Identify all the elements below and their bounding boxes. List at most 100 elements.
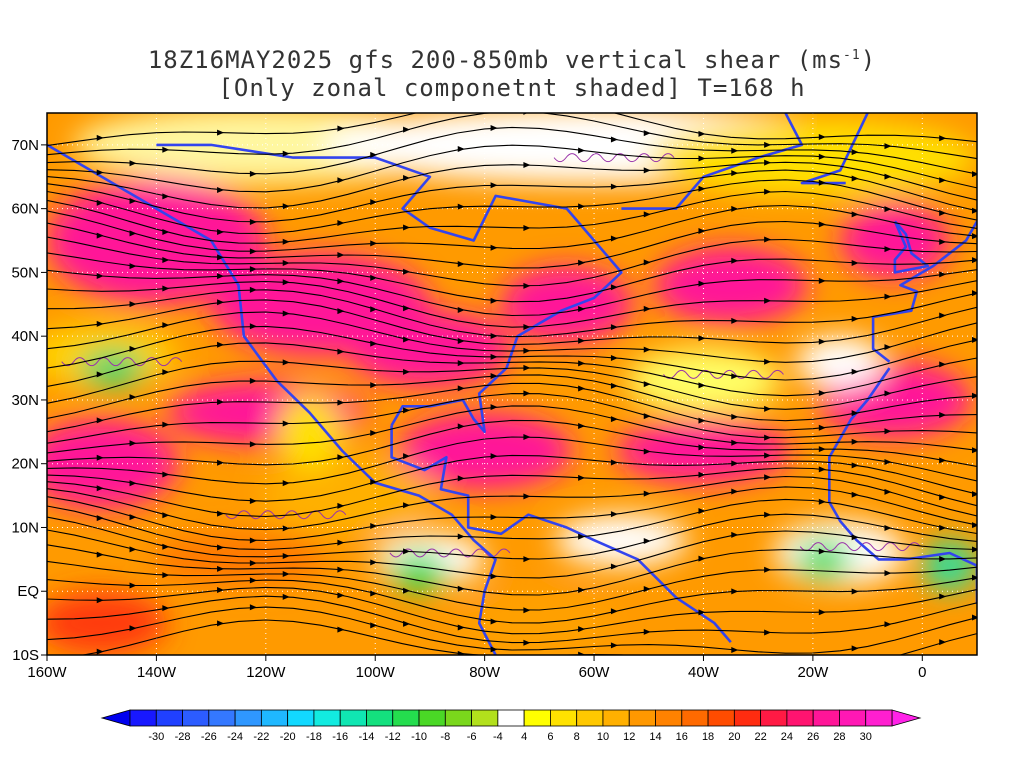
streamline-arrow: [764, 405, 772, 412]
colorbar-swatch: [339, 709, 367, 727]
streamline-arrow: [523, 282, 531, 289]
streamline-arrow: [403, 126, 411, 133]
streamline-arrow: [337, 278, 345, 285]
colorbar-swatch: [260, 709, 289, 727]
streamline-arrow: [337, 251, 345, 258]
colorbar-label: -24: [227, 731, 243, 743]
streamline: [47, 475, 977, 531]
streamline-arrow: [162, 421, 170, 428]
streamline-arrow: [282, 150, 290, 157]
y-tick-label: 10S: [12, 647, 39, 664]
streamline-arrow: [523, 162, 531, 169]
colorbar-label: -26: [201, 731, 217, 743]
streamline-arrow: [851, 315, 859, 322]
streamline-arrow: [96, 485, 104, 492]
streamline: [47, 190, 977, 244]
streamline-arrow: [1005, 540, 1012, 546]
streamline-arrow: [457, 475, 465, 482]
streamline-arrow: [129, 263, 137, 270]
streamline-arrow: [523, 390, 531, 397]
streamline-arrow: [764, 629, 772, 636]
streamline-arrow: [1005, 371, 1012, 377]
streamline-arrow: [162, 256, 170, 263]
streamline-arrow: [764, 511, 772, 518]
streamline-arrow: [851, 645, 859, 652]
streamline-arrow: [731, 373, 739, 380]
streamline-arrow: [490, 244, 498, 251]
streamline-arrow: [337, 626, 345, 633]
streamline: [47, 325, 977, 381]
streamline-arrow: [457, 533, 465, 540]
streamline: [47, 280, 977, 328]
streamline-arrow: [884, 344, 892, 351]
streamline-arrow: [643, 167, 651, 174]
streamline-arrow: [370, 478, 378, 485]
streamline-arrow: [403, 548, 411, 555]
streamline-arrow: [939, 639, 947, 646]
colorbar-label: 22: [754, 731, 766, 743]
streamline-arrow: [884, 428, 892, 435]
streamline-arrow: [523, 493, 531, 500]
streamline-arrow: [217, 254, 225, 261]
streamline-arrow: [731, 257, 739, 264]
streamline-arrow: [403, 305, 411, 312]
streamline-arrow: [403, 587, 411, 594]
streamline-arrow: [972, 546, 977, 553]
streamline-arrow: [610, 136, 618, 143]
streamline-arrow: [129, 582, 137, 589]
streamline-arrow: [884, 293, 892, 300]
streamline-arrow: [731, 317, 739, 324]
streamline-arrow: [523, 639, 531, 646]
streamline-arrow: [458, 100, 465, 106]
colorbar-swatch: [208, 709, 236, 727]
streamline-arrow: [249, 377, 257, 384]
streamline-arrow: [129, 625, 137, 632]
streamline-arrow: [1005, 203, 1012, 209]
streamline-arrow: [698, 227, 706, 234]
streamline-arrow: [578, 533, 586, 540]
streamline-arrow: [282, 420, 290, 427]
colorbar-label: 6: [547, 731, 553, 743]
streamline-arrow: [403, 174, 411, 181]
colorbar: -30 -28 -26 -24 -22 -20 -18 -16 -14 -12 -10 -8 -6 -4 4…: [100, 709, 922, 743]
coastline: [621, 113, 804, 210]
colorbar-swatch: [129, 709, 157, 727]
streamline-arrow: [249, 170, 257, 177]
streamline-arrow: [643, 211, 651, 218]
streamline-arrow: [610, 563, 618, 570]
x-tick-label: 40W: [688, 664, 720, 681]
streamline-layer: [47, 100, 1012, 655]
streamline-arrow: [249, 323, 257, 330]
colorbar-label: -30: [148, 731, 164, 743]
streamline-arrow: [610, 284, 618, 291]
streamline-arrow: [457, 624, 465, 631]
streamline-arrow: [578, 147, 586, 154]
colorbar-label: -22: [253, 731, 269, 743]
colorbar-label: 10: [597, 731, 609, 743]
coastline: [828, 367, 977, 604]
streamline-arrow: [764, 452, 772, 459]
streamline-arrow: [282, 552, 290, 559]
streamline-arrow: [249, 441, 257, 448]
streamline-arrow: [578, 360, 586, 367]
streamline-arrow: [884, 488, 892, 495]
shading-blob: [391, 552, 447, 592]
shear-contour: [553, 153, 675, 163]
streamline: [47, 204, 977, 252]
colorbar-label: 12: [623, 731, 635, 743]
streamline-arrow: [370, 151, 378, 158]
streamline-arrow: [764, 358, 772, 365]
streamline-arrow: [490, 646, 498, 653]
streamline-arrow: [698, 471, 706, 478]
streamline-arrow: [939, 412, 947, 419]
chart-title-line2: [Only zonal componetnt shaded] T=168 h: [218, 74, 806, 102]
colorbar-swatch: [418, 709, 446, 727]
streamline: [47, 360, 977, 410]
streamline-arrow: [851, 149, 859, 156]
x-tick-label: 60W: [579, 664, 611, 681]
streamline-arrow: [249, 266, 257, 273]
streamline-arrow: [610, 183, 618, 190]
streamline-arrow: [884, 206, 892, 213]
streamline-arrow: [764, 297, 772, 304]
streamline-arrow: [1005, 518, 1012, 524]
